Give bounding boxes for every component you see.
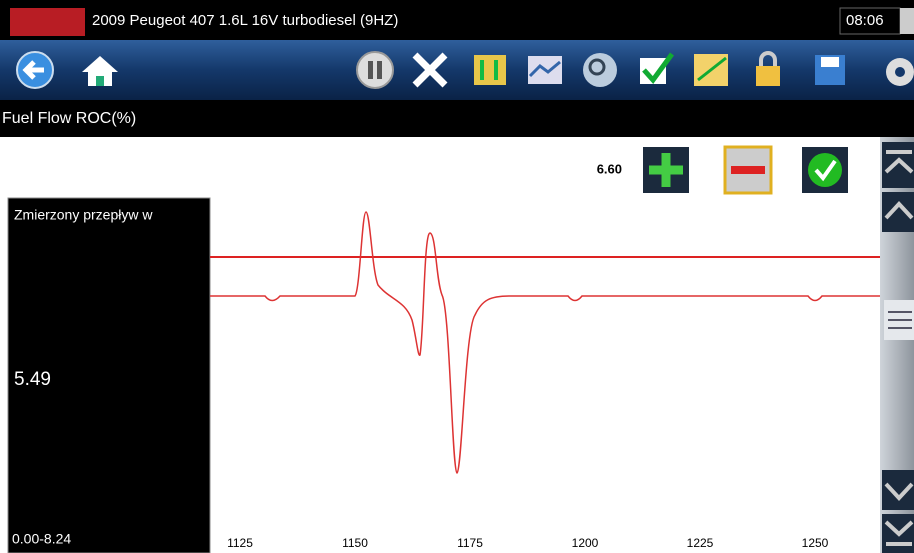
title-bar (0, 0, 914, 40)
scroll-thumb[interactable] (884, 300, 914, 340)
lock-button[interactable] (756, 51, 780, 86)
settings-button[interactable] (886, 58, 914, 86)
value-range: 0.00-8.24 (12, 531, 71, 547)
vehicle-icon (10, 8, 85, 36)
parameter-bar (0, 100, 914, 137)
pause-button[interactable] (356, 51, 394, 89)
back-button[interactable] (16, 51, 54, 89)
scroll-up-button[interactable] (882, 192, 914, 232)
sort-button[interactable] (474, 55, 506, 85)
increase-button[interactable] (643, 147, 689, 193)
save-button[interactable] (815, 55, 845, 85)
x-tick-label: 1150 (342, 536, 368, 550)
x-tick-label: 1200 (572, 536, 599, 550)
scroll-top-button[interactable] (882, 142, 914, 188)
x-tick-label: 1250 (802, 536, 829, 550)
clear-button[interactable] (412, 52, 448, 88)
decrease-button[interactable] (723, 145, 773, 195)
battery-icon (900, 8, 914, 34)
graph-button[interactable] (528, 56, 562, 84)
scroll-bottom-button[interactable] (882, 514, 914, 553)
x-tick-label: 1225 (687, 536, 714, 550)
vehicle-title: 2009 Peugeot 407 1.6L 16V turbodiesel (9… (92, 12, 398, 29)
x-axis: 1125 1150 1175 1200 1225 1250 (227, 536, 829, 550)
scroll-down-button[interactable] (882, 470, 914, 510)
current-value: 5.49 (14, 369, 51, 390)
panel-label: Zmierzony przepływ w (14, 207, 153, 223)
x-tick-label: 1175 (457, 536, 483, 550)
signal-trace (210, 211, 880, 474)
threshold-value: 6.60 (597, 161, 622, 176)
zoom-button[interactable] (583, 53, 617, 87)
clock: 08:06 (846, 12, 884, 29)
parameter-name: Fuel Flow ROC(%) (2, 110, 136, 127)
x-tick-label: 1125 (227, 536, 253, 550)
percent-button[interactable] (694, 54, 728, 86)
home-button[interactable] (82, 56, 118, 86)
value-panel (7, 197, 211, 553)
select-button[interactable] (640, 52, 675, 84)
confirm-button[interactable] (802, 147, 848, 193)
